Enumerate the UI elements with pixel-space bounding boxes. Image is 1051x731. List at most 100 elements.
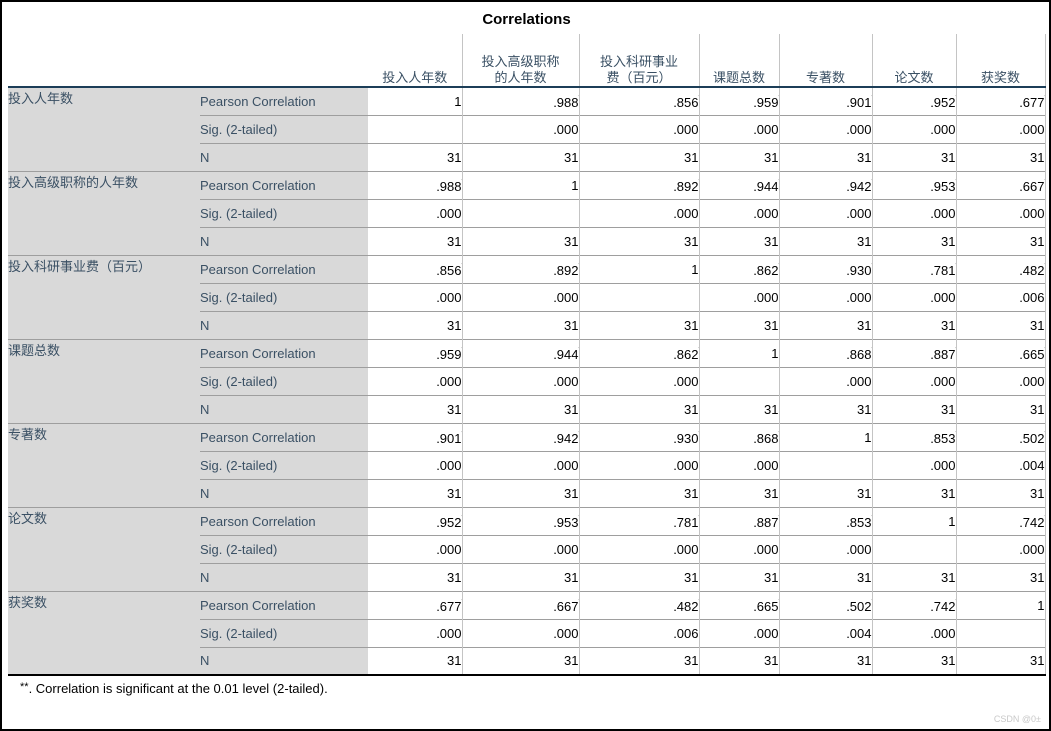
n-cell: 31 bbox=[368, 226, 462, 255]
correlation-cell: .667** bbox=[461, 590, 579, 619]
correlation-cell: 1 bbox=[698, 338, 779, 367]
statistic-label: Sig. (2-tailed) bbox=[200, 534, 368, 563]
n-cell: 31 bbox=[955, 142, 1046, 171]
correlation-cell: .667** bbox=[955, 170, 1046, 199]
n-cell: 31 bbox=[461, 310, 579, 339]
statistic-label: Sig. (2-tailed) bbox=[200, 282, 368, 311]
correlation-cell: .930** bbox=[778, 254, 872, 283]
column-header: 投入高级职称 的人年数 bbox=[461, 34, 579, 88]
footnote: **. Correlation is significant at the 0.… bbox=[20, 681, 1049, 696]
n-cell: 31 bbox=[578, 562, 699, 591]
correlation-cell: .892** bbox=[578, 170, 699, 199]
correlation-cell: .482** bbox=[955, 254, 1046, 283]
sig-cell bbox=[955, 618, 1046, 647]
footnote-marker: ** bbox=[20, 681, 29, 693]
n-cell: 31 bbox=[368, 394, 462, 423]
table-row: N 31 31 31 31 31 31 31 bbox=[8, 394, 1046, 423]
statistic-label: N bbox=[200, 226, 368, 255]
correlation-cell: .892** bbox=[461, 254, 579, 283]
statistic-label: N bbox=[200, 310, 368, 339]
n-cell: 31 bbox=[778, 394, 872, 423]
sig-cell: .000 bbox=[698, 114, 779, 143]
n-cell: 31 bbox=[955, 646, 1046, 675]
sig-cell: .000 bbox=[778, 198, 872, 227]
statistic-label: N bbox=[200, 394, 368, 423]
sig-cell: .004 bbox=[778, 618, 872, 647]
variable-label: 获奖数 bbox=[8, 590, 200, 675]
sig-cell: .000 bbox=[368, 618, 462, 647]
sig-cell: .000 bbox=[871, 282, 956, 311]
n-cell: 31 bbox=[578, 394, 699, 423]
correlation-cell: .930** bbox=[578, 422, 699, 451]
n-cell: 31 bbox=[698, 226, 779, 255]
sig-cell: .000 bbox=[578, 534, 699, 563]
n-cell: 31 bbox=[955, 562, 1046, 591]
n-cell: 31 bbox=[871, 478, 956, 507]
sig-cell: .000 bbox=[698, 450, 779, 479]
table-row: Sig. (2-tailed) .000.000.000.000.000.000 bbox=[8, 114, 1046, 143]
table-row: N 31 31 31 31 31 31 31 bbox=[8, 646, 1046, 675]
n-cell: 31 bbox=[461, 562, 579, 591]
sig-cell: .006 bbox=[578, 618, 699, 647]
correlation-cell: .988** bbox=[368, 170, 462, 199]
table-row: N 31 31 31 31 31 31 31 bbox=[8, 310, 1046, 339]
n-cell: 31 bbox=[578, 226, 699, 255]
n-cell: 31 bbox=[778, 646, 872, 675]
footnote-text: . Correlation is significant at the 0.01… bbox=[28, 681, 328, 696]
correlation-cell: 1 bbox=[955, 590, 1046, 619]
correlation-cell: .862** bbox=[578, 338, 699, 367]
correlation-cell: .502** bbox=[778, 590, 872, 619]
sig-cell: .000 bbox=[871, 198, 956, 227]
sig-cell: .000 bbox=[461, 534, 579, 563]
table-row: Sig. (2-tailed) .000.000.000.000.000.000 bbox=[8, 198, 1046, 227]
sig-cell: .000 bbox=[698, 282, 779, 311]
correlation-cell: .901** bbox=[778, 86, 872, 115]
n-cell: 31 bbox=[461, 646, 579, 675]
statistic-label: N bbox=[200, 142, 368, 171]
correlation-cell: .665** bbox=[955, 338, 1046, 367]
n-cell: 31 bbox=[578, 646, 699, 675]
sig-cell: .000 bbox=[578, 114, 699, 143]
table-row: N 31 31 31 31 31 31 31 bbox=[8, 142, 1046, 171]
sig-cell: .000 bbox=[778, 114, 872, 143]
correlation-cell: .953** bbox=[461, 506, 579, 535]
correlation-cell: .856** bbox=[368, 254, 462, 283]
table-row: Sig. (2-tailed) .000.000.000.000.000.006 bbox=[8, 282, 1046, 311]
n-cell: 31 bbox=[698, 394, 779, 423]
n-cell: 31 bbox=[871, 562, 956, 591]
sig-cell: .000 bbox=[461, 618, 579, 647]
table-title: Correlations bbox=[482, 11, 571, 28]
watermark: CSDN @0± bbox=[993, 714, 1041, 724]
correlation-cell: 1 bbox=[578, 254, 699, 283]
correlation-cell: 1 bbox=[871, 506, 956, 535]
correlation-cell: .482** bbox=[578, 590, 699, 619]
n-cell: 31 bbox=[955, 394, 1046, 423]
n-cell: 31 bbox=[955, 310, 1046, 339]
n-cell: 31 bbox=[698, 310, 779, 339]
statistic-label: Sig. (2-tailed) bbox=[200, 114, 368, 143]
table-row: N 31 31 31 31 31 31 31 bbox=[8, 478, 1046, 507]
n-cell: 31 bbox=[871, 646, 956, 675]
correlation-cell: .868** bbox=[778, 338, 872, 367]
statistic-label: Pearson Correlation bbox=[200, 590, 368, 619]
correlation-cell: .677** bbox=[368, 590, 462, 619]
statistic-label: Sig. (2-tailed) bbox=[200, 366, 368, 395]
variable-label: 论文数 bbox=[8, 506, 200, 591]
sig-cell: .000 bbox=[955, 114, 1046, 143]
n-cell: 31 bbox=[778, 310, 872, 339]
statistic-label: Pearson Correlation bbox=[200, 338, 368, 367]
column-header: 投入人年数 bbox=[368, 34, 462, 88]
correlation-cell: .887** bbox=[698, 506, 779, 535]
correlation-cell: .868** bbox=[698, 422, 779, 451]
table-row: 投入科研事业费（百元）Pearson Correlation.856**.892… bbox=[8, 254, 1046, 339]
correlation-cell: .952** bbox=[368, 506, 462, 535]
correlation-cell: .942** bbox=[778, 170, 872, 199]
n-cell: 31 bbox=[368, 478, 462, 507]
correlation-cell: .781** bbox=[871, 254, 956, 283]
